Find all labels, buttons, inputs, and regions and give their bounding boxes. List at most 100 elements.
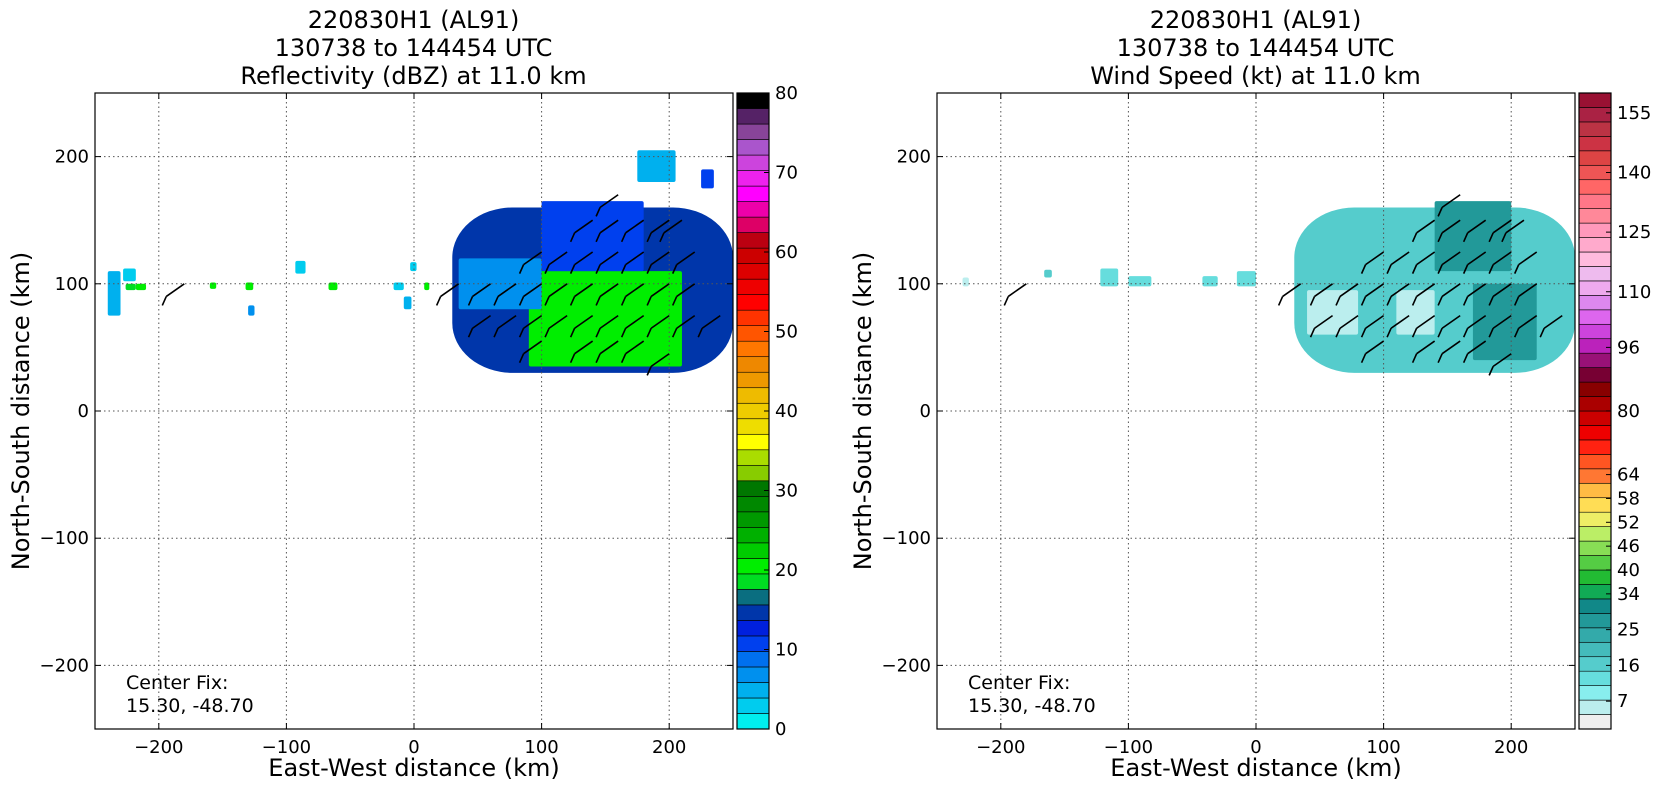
colorbar-swatch [1578, 699, 1612, 715]
colorbar-swatch [1578, 107, 1612, 123]
colorbar-tick-label: 125 [1617, 222, 1651, 243]
wind-barb [1335, 283, 1359, 306]
wind-barb [1309, 283, 1334, 306]
colorbar-tick-label: 7 [1617, 691, 1628, 712]
center-fix-annotation: Center Fix: 15.30, -48.70 [126, 672, 254, 718]
wind-barb [1488, 219, 1512, 243]
data-patch [1434, 201, 1512, 272]
colorbar-swatch [736, 387, 770, 404]
colorbar-swatch [1578, 468, 1612, 484]
colorbar-tick-label: 10 [775, 640, 798, 661]
wind-barb [569, 314, 594, 338]
wind-barb [1462, 219, 1487, 243]
x-tick-label: −200 [976, 737, 1025, 758]
wind-barb [1488, 353, 1512, 376]
data-patch [1307, 290, 1359, 335]
colorbar-swatch [1578, 121, 1612, 137]
colorbar: 0 10 20 30 40 50 60 70 80 [736, 83, 798, 740]
wind-speed-panel: 220830H1 (AL91) 130738 to 144454 UTC Win… [842, 0, 1655, 787]
heatmap-layer [962, 201, 1575, 373]
wind-barb [1539, 314, 1563, 338]
data-patch [1202, 276, 1218, 287]
wind-barb [1411, 340, 1436, 363]
grid [95, 93, 733, 729]
colorbar-swatch [736, 309, 770, 326]
data-patch [528, 271, 682, 367]
colorbar-tick-label: 34 [1617, 584, 1640, 605]
wind-barb [646, 251, 670, 274]
x-tick-label: 0 [1250, 737, 1261, 758]
wind-barb [671, 314, 696, 338]
y-tick-label: −200 [40, 655, 89, 676]
x-tick-label: 200 [1494, 737, 1528, 758]
colorbar-swatch [1578, 454, 1612, 470]
colorbar-swatch [736, 263, 770, 280]
center-fix-label: Center Fix: [968, 672, 1071, 694]
wind-barb [467, 314, 492, 338]
wind-barb [1411, 283, 1436, 306]
colorbar-tick-label: 50 [775, 322, 798, 343]
wind-barb [1501, 219, 1525, 243]
wind-barb [1386, 314, 1410, 338]
x-tick-label: 100 [524, 737, 558, 758]
colorbar-tick-label: 20 [775, 560, 798, 581]
colorbar-swatch [736, 496, 770, 513]
x-tick-label: 100 [1366, 737, 1400, 758]
wind-barb [1411, 314, 1436, 338]
wind-barb [1277, 283, 1302, 306]
wind-barb [569, 340, 594, 363]
data-patch [1100, 268, 1119, 287]
wind-barb [569, 219, 594, 243]
y-tick-label: 200 [897, 147, 931, 168]
colorbar-swatch [1578, 251, 1612, 267]
wind-barb [1386, 283, 1410, 306]
wind-barb [467, 283, 492, 306]
y-axis-label: North-South distance (km) [849, 252, 877, 571]
colorbar-swatch [1578, 193, 1612, 209]
chart-title: 220830H1 (AL91) 130738 to 144454 UTC Win… [842, 6, 1655, 90]
data-patch [410, 262, 417, 272]
colorbar-swatch [736, 108, 770, 125]
colorbar-swatch [736, 682, 770, 699]
colorbar-swatch [1578, 540, 1612, 556]
data-patch [1396, 290, 1435, 335]
colorbar-tick-label: 58 [1617, 488, 1640, 509]
wind-barb [595, 194, 619, 217]
colorbar-swatch [1578, 280, 1612, 296]
wind-barb [1360, 283, 1385, 306]
colorbar-tick-label: 80 [775, 83, 798, 104]
colorbar-swatch [1578, 584, 1612, 600]
colorbar-swatch [1578, 656, 1612, 672]
y-tick-label: 100 [55, 274, 89, 295]
wind-barb [620, 314, 645, 338]
wind-barb [569, 283, 594, 306]
colorbar-swatch [1578, 381, 1612, 397]
colorbar-tick-label: 40 [1617, 560, 1640, 581]
colorbar-swatch [1578, 482, 1612, 499]
wind-barb [518, 340, 543, 363]
wind-barb [659, 219, 683, 243]
colorbar-swatch [736, 573, 770, 590]
x-tick-label: −200 [134, 737, 183, 758]
wind-barb [1488, 283, 1512, 306]
data-patch [328, 282, 338, 291]
colorbar-swatch [736, 216, 770, 233]
colorbar-swatch [1578, 526, 1612, 542]
wind-barb [544, 251, 568, 274]
y-tick-label: −100 [40, 528, 89, 549]
x-tick-label: −100 [262, 737, 311, 758]
chart-title: 220830H1 (AL91) 130738 to 144454 UTC Ref… [0, 6, 827, 90]
data-patch [123, 268, 136, 282]
y-tick-label: −100 [882, 528, 931, 549]
colorbar-swatch [1578, 569, 1612, 585]
data-patch [424, 282, 430, 291]
data-patch [245, 282, 254, 291]
data-patch [393, 282, 404, 291]
colorbar-tick-label: 60 [775, 242, 798, 263]
colorbar-swatch [1578, 685, 1612, 701]
colorbar-swatch [736, 247, 770, 264]
wind-barb [646, 314, 670, 338]
colorbar-tick-label: 110 [1617, 282, 1651, 303]
colorbar-swatch [736, 604, 770, 621]
wind-barb [620, 219, 645, 243]
